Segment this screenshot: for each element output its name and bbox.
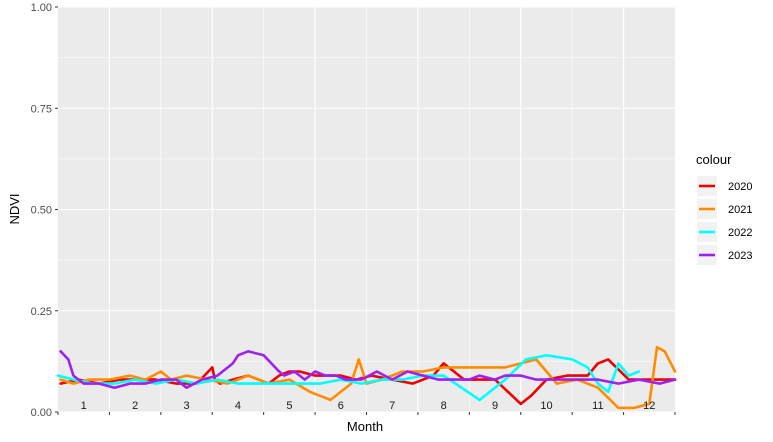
x-axis-tick-labels: 1 2 3 4 5 6 7 8 9 10 11 12 <box>81 400 656 412</box>
y-tick-label: 1.00 <box>31 2 52 14</box>
legend-title: colour <box>696 152 732 167</box>
y-axis-tick-labels: 0.00 0.25 0.50 0.75 1.00 <box>31 2 52 419</box>
legend-label-2023: 2023 <box>728 250 752 262</box>
x-tick-label: 10 <box>540 400 552 412</box>
x-tick-label: 3 <box>183 400 189 412</box>
y-tick-label: 0.00 <box>31 407 52 419</box>
x-tick-label: 9 <box>492 400 498 412</box>
legend-items: 2020 2021 2022 2023 <box>697 176 752 265</box>
series-line-2023 <box>59 349 677 390</box>
legend-label-2022: 2022 <box>728 227 752 239</box>
x-tick-label: 7 <box>389 400 395 412</box>
legend: colour 2020 2021 2022 2023 <box>696 152 752 265</box>
y-axis-ticks <box>55 6 58 413</box>
x-axis-ticks <box>57 412 676 415</box>
x-tick-label: 1 <box>81 400 87 412</box>
series-line-2022 <box>56 353 641 402</box>
x-tick-label: 5 <box>286 400 292 412</box>
x-tick-label: 8 <box>441 400 447 412</box>
x-tick-label: 4 <box>235 400 241 412</box>
x-axis-title: Month <box>347 419 383 434</box>
x-tick-label: 6 <box>338 400 344 412</box>
y-axis-title: NDVI <box>7 193 22 224</box>
x-tick-label: 12 <box>643 400 655 412</box>
legend-label-2020: 2020 <box>728 181 752 193</box>
x-tick-label: 2 <box>132 400 138 412</box>
y-tick-label: 0.50 <box>31 205 52 217</box>
y-tick-label: 0.25 <box>31 306 52 318</box>
legend-label-2021: 2021 <box>728 204 752 216</box>
y-tick-label: 0.75 <box>31 103 52 115</box>
x-tick-label: 11 <box>592 400 603 412</box>
series-lines <box>56 345 677 410</box>
